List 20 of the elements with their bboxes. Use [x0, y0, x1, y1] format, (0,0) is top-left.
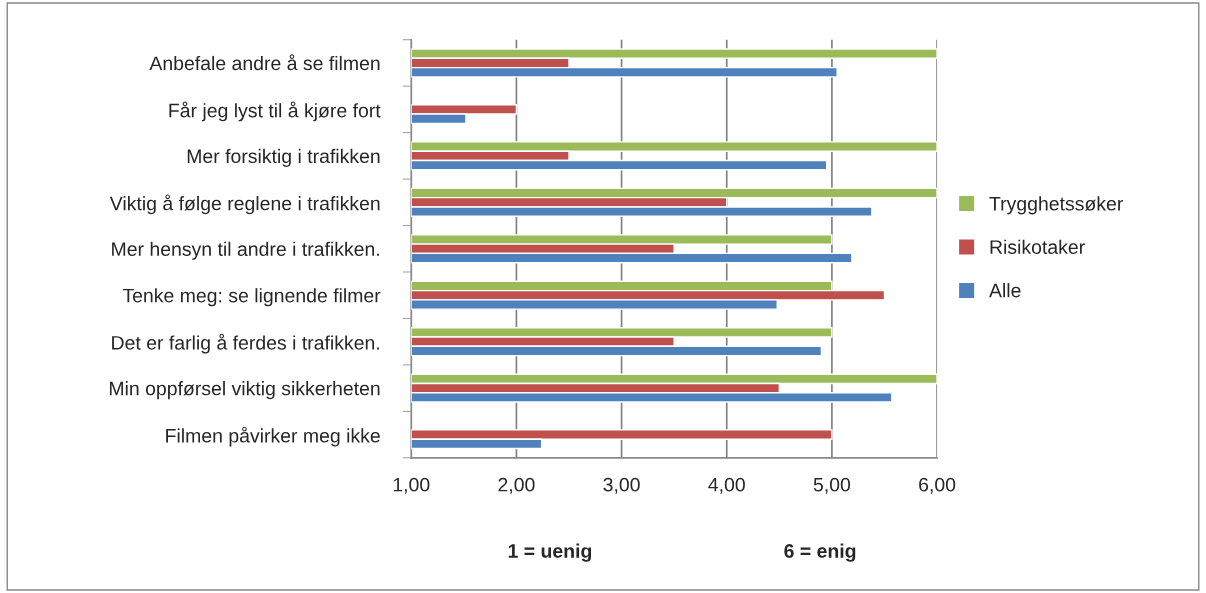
y-tick-label: Får jeg lyst til å kjøre fort: [169, 101, 381, 122]
y-tick-label: Viktig å følge reglene i trafikken: [109, 194, 380, 215]
text: 1 = uenig: [508, 543, 592, 562]
y-tick-label: Filmen påvirker meg ikke: [166, 426, 380, 447]
x-tick-label: 4,00: [708, 477, 745, 494]
y-tick-label: Mer forsiktig i trafikken: [187, 148, 380, 167]
y-tick-label: Det er farlig å ferdes i trafikken.: [112, 333, 379, 354]
x-tick-label: 1,00: [393, 477, 430, 494]
x-tick-label: 6,00: [919, 477, 956, 494]
y-tick-label: Min oppførsel viktig sikkerheten: [109, 381, 380, 400]
x-tick-label: 3,00: [603, 477, 640, 494]
y-tick-label: Tenke meg: se lignende filmer: [122, 288, 381, 307]
legend-label: Risikotaker: [990, 239, 1085, 254]
x-tick-label: 2,00: [498, 477, 535, 494]
y-tick-label: Mer hensyn til andre i trafikken.: [112, 241, 379, 260]
y-tick-label: Anbefale andre å se filmen: [149, 54, 380, 71]
text: 6 = enig: [784, 543, 856, 562]
x-tick-label: 5,00: [813, 477, 851, 494]
legend-label: Trygghetssøker: [989, 196, 1123, 215]
legend-label: Alle: [989, 283, 1021, 298]
